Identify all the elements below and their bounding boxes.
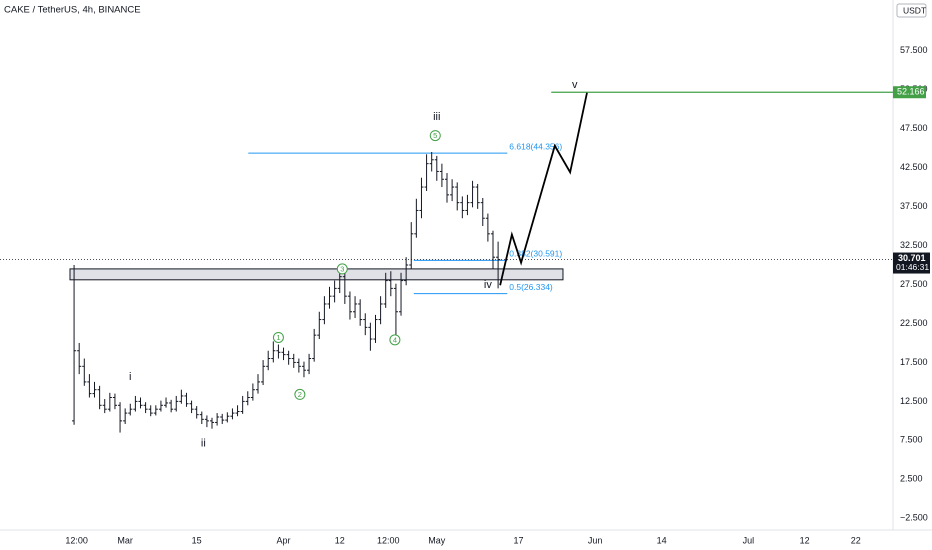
currency-label: USDT xyxy=(903,5,926,15)
target-badge-label: 52.166 xyxy=(897,87,925,97)
x-tick-label: Mar xyxy=(117,535,133,545)
y-tick-label: 2.500 xyxy=(900,474,923,484)
currency-badge xyxy=(896,3,927,18)
fib-label: 0.5(26.334) xyxy=(509,282,553,292)
wave-label: ii xyxy=(201,437,206,449)
wave-circle-label: 5 xyxy=(433,131,437,140)
wave-label: i xyxy=(129,371,131,383)
target-badge xyxy=(893,86,926,99)
y-tick-label: 22.500 xyxy=(900,318,928,328)
countdown-label: 01:46:31 xyxy=(896,262,929,272)
wave-circle xyxy=(336,263,348,275)
wave-circle xyxy=(272,331,284,343)
x-tick-label: 14 xyxy=(657,535,667,545)
y-tick-label: 42.500 xyxy=(900,162,928,172)
y-tick-label: 37.500 xyxy=(900,201,928,211)
wave-circle xyxy=(294,388,306,400)
x-tick-label: 17 xyxy=(514,535,524,545)
x-tick-label: 12:00 xyxy=(65,535,88,545)
wave-circle xyxy=(389,334,401,346)
y-tick-label: −2.500 xyxy=(900,513,928,523)
last-price-label: 30.701 xyxy=(898,253,926,263)
y-tick-label: 57.500 xyxy=(900,45,928,55)
wave-circle-label: 3 xyxy=(340,264,344,273)
fib-label: 0.382(30.591) xyxy=(509,249,562,259)
x-tick-label: 12:00 xyxy=(377,535,400,545)
x-tick-label: 12 xyxy=(800,535,810,545)
x-tick-label: May xyxy=(428,535,446,545)
wave-circle-label: 1 xyxy=(276,333,280,342)
y-tick-label: 47.500 xyxy=(900,123,928,133)
y-tick-label: 27.500 xyxy=(900,279,928,289)
x-tick-label: Jul xyxy=(743,535,755,545)
chart-title: CAKE / TetherUS, 4h, BINANCE xyxy=(4,5,141,16)
y-tick-label: 7.500 xyxy=(900,435,923,445)
x-tick-label: Apr xyxy=(277,535,291,545)
wave-circle-label: 4 xyxy=(393,335,397,344)
wave-label: v xyxy=(572,79,578,91)
wave-label: iv xyxy=(484,279,492,291)
last-price-badge xyxy=(893,252,930,274)
x-tick-label: Jun xyxy=(588,535,603,545)
wave-circle xyxy=(429,130,441,142)
y-tick-label: 32.500 xyxy=(900,240,928,250)
fib-label: 6.618(44.356) xyxy=(509,141,562,151)
x-tick-label: 12 xyxy=(335,535,345,545)
wave-circle-label: 2 xyxy=(298,390,302,399)
x-tick-label: 15 xyxy=(192,535,202,545)
x-tick-label: 22 xyxy=(851,535,861,545)
projection-path xyxy=(499,92,588,286)
y-tick-label: 12.500 xyxy=(900,396,928,406)
y-tick-label: 17.500 xyxy=(900,357,928,367)
support-zone xyxy=(69,268,564,281)
wave-label: iii xyxy=(433,111,440,123)
